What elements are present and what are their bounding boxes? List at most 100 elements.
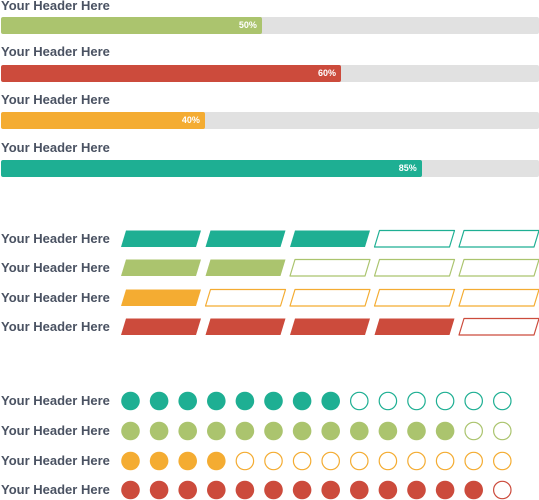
segment-2-5 [458,258,539,277]
dot-3-9 [349,451,369,471]
dot-2-3 [178,421,197,441]
dot-2-5 [235,421,255,441]
segment-rating-2-header: Your Header Here [1,260,110,275]
dot-3-4 [207,451,226,471]
segment-rating-3 [121,288,539,307]
dot-1-2 [149,391,169,411]
dot-rating-4-header: Your Header Here [1,482,110,497]
dot-1-4 [207,391,226,411]
dot-2-10 [378,421,398,441]
segment-rating-1-header: Your Header Here [1,231,110,246]
segment-4-2 [205,318,286,335]
dot-3-6 [264,451,283,471]
dot-3-13 [464,451,483,471]
dot-4-8 [321,480,341,500]
dot-rating-3-header: Your Header Here [1,453,110,468]
segment-2-1 [121,259,201,276]
dot-3-3 [178,451,197,471]
dot-2-9 [350,421,369,441]
dot-2-7 [292,421,312,441]
segment-rating-2 [121,258,539,277]
dot-2-1 [121,421,140,441]
dot-3-1 [121,451,140,471]
segment-rating-3-header: Your Header Here [1,290,110,305]
dot-rating-2 [121,421,512,441]
dot-3-2 [149,451,169,471]
dot-4-1 [121,480,140,500]
progress-bar-4-percent: 85% [398,163,417,173]
progress-bar-3-percent: 40% [181,115,200,125]
dot-3-11 [407,451,426,471]
dot-2-4 [207,421,226,441]
dot-3-12 [435,451,455,471]
segment-rating-1 [121,229,539,248]
dot-4-12 [435,480,455,500]
dot-4-5 [235,480,255,500]
dot-3-8 [321,451,340,471]
progress-bar-2-header: Your Header Here [1,44,110,59]
dot-4-10 [378,480,398,500]
dot-4-13 [464,480,484,500]
dot-1-14 [492,391,512,411]
segment-1-1 [121,230,201,247]
progress-bar-3-header: Your Header Here [1,92,110,107]
progress-bar-1-percent: 50% [238,20,257,30]
segment-1-2 [205,230,286,247]
dot-2-8 [321,421,341,441]
segment-2-2 [205,259,286,276]
segment-1-3 [290,230,370,247]
dot-2-11 [407,421,426,441]
segment-4-5 [458,317,539,336]
progress-bar-3-fill: 40% [1,112,205,129]
dot-rating-1-header: Your Header Here [1,393,110,408]
progress-bar-4-header: Your Header Here [1,140,110,155]
dot-3-14 [492,451,512,471]
segment-3-1 [121,289,201,306]
dot-2-14 [492,421,512,441]
progress-bar-4: 85% [1,160,539,177]
progress-bar-4-fill: 85% [1,160,422,177]
dot-4-4 [207,480,226,500]
segment-2-4 [373,258,456,277]
dot-1-8 [321,391,341,411]
dot-rating-1 [121,391,512,411]
progress-bar-1: 50% [1,17,539,34]
dot-4-3 [178,480,197,500]
dot-3-5 [235,451,255,471]
dot-1-6 [264,391,283,411]
dot-1-1 [121,391,140,411]
dot-rating-2-header: Your Header Here [1,423,110,438]
segment-4-3 [290,318,370,335]
progress-bar-2: 60% [1,65,539,82]
segment-3-5 [458,288,539,307]
dot-2-6 [264,421,283,441]
dot-2-12 [435,421,455,441]
segment-1-5 [458,229,539,248]
dot-1-10 [378,391,398,411]
segment-2-3 [289,258,371,277]
dot-4-7 [292,480,312,500]
progress-bar-1-fill: 50% [1,17,262,34]
progress-bar-2-percent: 60% [318,68,337,78]
progress-bar-2-fill: 60% [1,65,342,82]
segment-rating-4-header: Your Header Here [1,319,110,334]
dot-2-13 [464,421,483,441]
dot-1-11 [407,391,426,411]
dot-1-9 [349,391,369,411]
dot-4-14 [492,480,512,500]
segment-4-4 [374,318,455,335]
dot-3-7 [292,451,312,471]
dot-1-3 [178,391,197,411]
dot-3-10 [378,451,398,471]
dot-1-7 [292,391,312,411]
segment-3-2 [204,288,287,307]
dot-4-9 [350,480,369,500]
dot-2-2 [149,421,169,441]
progress-bar-1-header: Your Header Here [1,0,110,13]
segment-4-1 [121,318,201,335]
dot-4-11 [407,480,426,500]
dot-1-5 [235,391,255,411]
dot-4-6 [264,480,283,500]
dot-rating-3 [121,451,512,471]
segment-3-3 [289,288,371,307]
